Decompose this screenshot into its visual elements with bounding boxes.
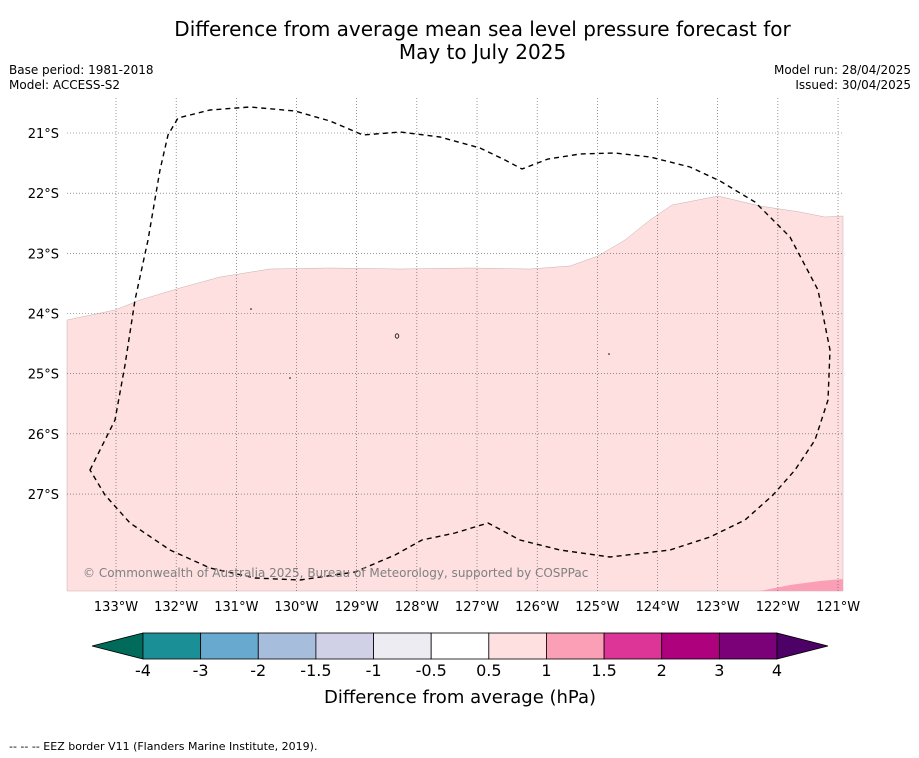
- colorbar-cell: [603, 632, 663, 660]
- meta-left: Base period: 1981-2018 Model: ACCESS-S2: [9, 63, 154, 93]
- model-name: Model: ACCESS-S2: [9, 78, 121, 92]
- base-period: Base period: 1981-2018: [9, 63, 154, 77]
- colorbar-cell: [488, 632, 547, 660]
- colorbar-tick-label: 1.5: [591, 661, 616, 680]
- contour-speck: [250, 308, 252, 310]
- lon-tick-label: 130°W: [274, 600, 318, 615]
- model-run: Model run: 28/04/2025: [773, 63, 911, 77]
- lon-tick-label: 121°W: [816, 600, 860, 615]
- fill-region-0.5-1: [66, 195, 844, 592]
- copyright-text: © Commonwealth of Australia 2025, Bureau…: [83, 566, 588, 580]
- colorbar-tick-label: 1: [541, 661, 551, 680]
- contour-speck: [394, 333, 400, 339]
- lon-tick-label: 132°W: [154, 600, 198, 615]
- lon-tick-label: 124°W: [635, 600, 679, 615]
- colorbar-tick-label: 4: [772, 661, 782, 680]
- latitude-labels: 21°S 22°S 23°S 24°S 25°S 26°S 27°S: [28, 127, 59, 503]
- contour-speck: [608, 353, 610, 355]
- gridlines: [67, 98, 843, 591]
- lon-tick-label: 131°W: [214, 600, 258, 615]
- lat-tick-label: 27°S: [28, 488, 59, 503]
- colorbar-cell: [546, 632, 605, 660]
- colorbar-tick-label: -0.5: [416, 661, 447, 680]
- eez-border: [89, 106, 831, 581]
- colorbar-cell: [142, 632, 202, 660]
- colorbar-tick-label: 2: [657, 661, 667, 680]
- colorbar-cell: [661, 632, 720, 660]
- colorbar: -4 -3 -2 -1.5 -1 -0.5 0.5 1 1.5 2 3 4 Difference fr…: [91, 632, 829, 708]
- lon-tick-label: 133°W: [94, 600, 138, 615]
- colorbar-cell: [257, 632, 317, 660]
- lon-tick-label: 125°W: [575, 600, 619, 615]
- lon-tick-label: 122°W: [756, 600, 800, 615]
- meta-right: Model run: 28/04/2025 Issued: 30/04/2025: [774, 63, 911, 93]
- colorbar-cell: [718, 632, 778, 660]
- footer-note: -- -- -- EEZ border V11 (Flanders Marine…: [9, 740, 318, 753]
- lat-tick-label: 22°S: [28, 187, 59, 202]
- colorbar-cell: [430, 632, 490, 660]
- lon-tick-label: 129°W: [335, 600, 379, 615]
- map-title: Difference from average mean sea level p…: [174, 17, 791, 41]
- lat-tick-label: 21°S: [28, 127, 59, 142]
- lon-tick-label: 128°W: [395, 600, 439, 615]
- lat-tick-label: 24°S: [28, 308, 59, 323]
- colorbar-tick-label: 0.5: [476, 661, 501, 680]
- colorbar-tick-label: -1.5: [300, 661, 331, 680]
- lat-tick-label: 25°S: [28, 368, 59, 383]
- colorbar-tick-label: -3: [193, 661, 209, 680]
- colorbar-under-arrow: [91, 632, 144, 660]
- colorbar-cell: [373, 632, 432, 660]
- contour-speck: [289, 377, 291, 379]
- fill-region-1-1.5: [760, 579, 843, 591]
- issued-date: Issued: 30/04/2025: [795, 78, 911, 92]
- colorbar-cell: [200, 632, 259, 660]
- colorbar-tick-label: 3: [714, 661, 724, 680]
- colorbar-label: Difference from average (hPa): [324, 687, 596, 708]
- lat-tick-label: 23°S: [28, 247, 59, 262]
- colorbar-tick-label: -4: [135, 661, 151, 680]
- lon-tick-label: 123°W: [696, 600, 740, 615]
- colorbar-cell: [315, 632, 374, 660]
- colorbar-over-arrow: [776, 632, 829, 660]
- longitude-labels: 133°W 132°W 131°W 130°W 129°W 128°W 127°W 126°W…: [94, 600, 860, 615]
- colorbar-tick-label: -2: [250, 661, 266, 680]
- map-panel: © Commonwealth of Australia 2025, Bureau…: [66, 98, 844, 592]
- colorbar-tick-label: -1: [366, 661, 382, 680]
- lon-tick-label: 127°W: [455, 600, 499, 615]
- map-subtitle: May to July 2025: [398, 40, 567, 64]
- lon-tick-label: 126°W: [515, 600, 559, 615]
- colorbar-cells: [142, 632, 778, 660]
- colorbar-ticks: -4 -3 -2 -1.5 -1 -0.5 0.5 1 1.5 2 3 4: [135, 661, 782, 680]
- lat-tick-label: 26°S: [28, 428, 59, 443]
